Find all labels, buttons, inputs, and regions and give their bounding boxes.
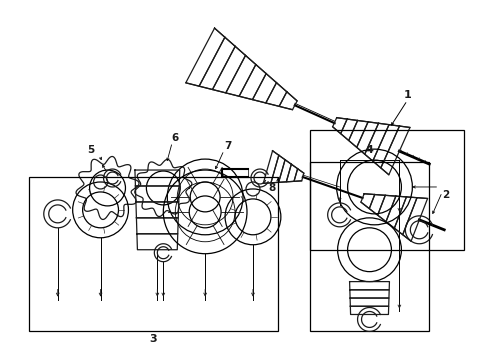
- Bar: [310, 162, 429, 332]
- Bar: [310, 130, 464, 250]
- Text: 8: 8: [268, 183, 275, 193]
- Text: 6: 6: [172, 133, 179, 143]
- Text: 4: 4: [366, 145, 373, 155]
- Text: 3: 3: [149, 334, 157, 345]
- Text: 1: 1: [403, 90, 411, 100]
- Bar: [29, 177, 278, 332]
- Text: 5: 5: [87, 145, 94, 155]
- Text: 7: 7: [224, 141, 232, 151]
- Text: 2: 2: [442, 190, 450, 200]
